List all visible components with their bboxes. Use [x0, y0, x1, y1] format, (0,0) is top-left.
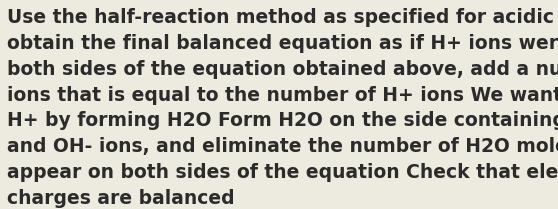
Text: Use the half-reaction method as specified for acidic solutions to
obtain the fin: Use the half-reaction method as specifie…: [7, 8, 558, 208]
